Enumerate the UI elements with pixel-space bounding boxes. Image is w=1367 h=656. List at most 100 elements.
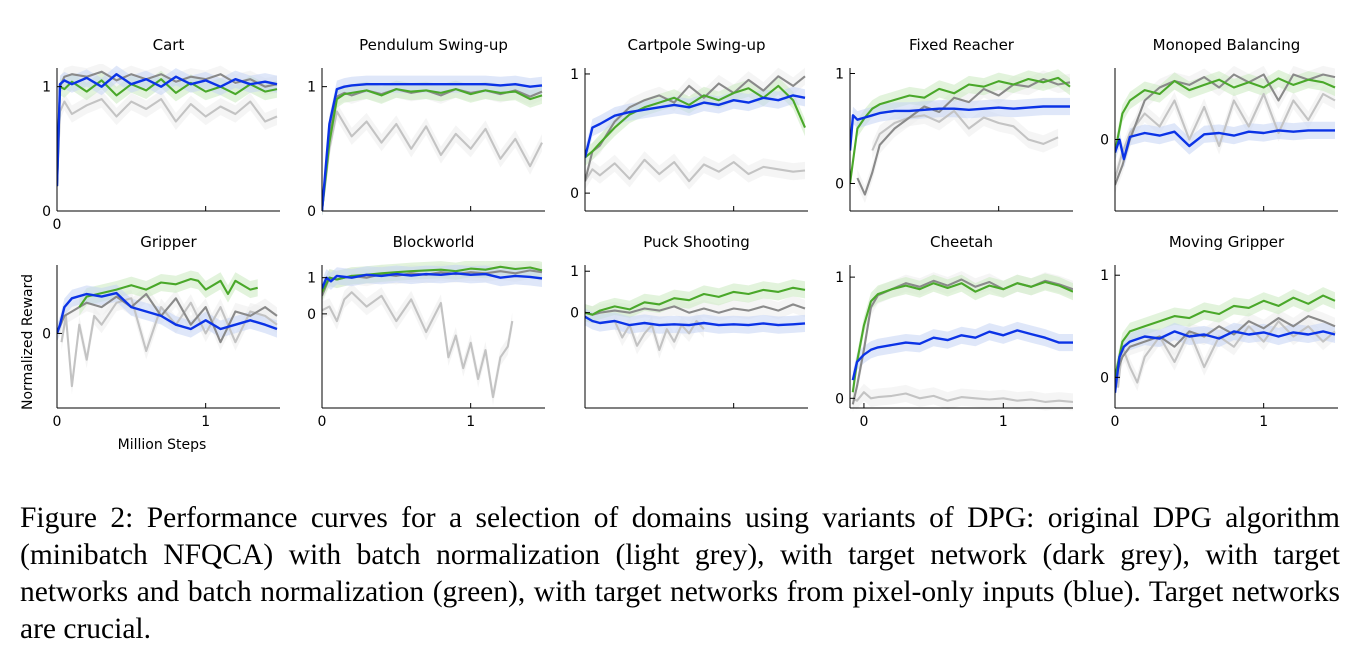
- series-line-dark-grey: [585, 75, 806, 182]
- band-light-grey: [61, 289, 277, 395]
- series-line-green: [850, 76, 1071, 184]
- series-line-blue: [585, 315, 806, 327]
- series-line-blue: [1115, 129, 1335, 161]
- charts-svg: Normalized Reward Million Steps Cart010P…: [20, 36, 1338, 453]
- y-tick-label: 1: [570, 264, 579, 280]
- y-tick-label: 1: [1100, 268, 1109, 284]
- band-dark-grey: [1115, 307, 1335, 386]
- band-blue: [850, 97, 1070, 160]
- chart-title: Gripper: [140, 233, 197, 251]
- x-tick-label: 0: [53, 217, 62, 233]
- y-tick-label: 1: [42, 80, 51, 96]
- chart-panel-10: Moving Gripper 0 1 0 1: [1100, 233, 1338, 430]
- y-tick-label: 0: [42, 326, 51, 342]
- chart-title: Cartpole Swing-up: [627, 36, 765, 54]
- chart-panel-8: Puck Shooting 0 1: [570, 233, 808, 409]
- series-line-dark-grey: [856, 77, 1071, 196]
- chart-title: Fixed Reacher: [909, 36, 1015, 54]
- y-tick-label: 0: [1100, 370, 1109, 386]
- chart-title: Pendulum Swing-up: [359, 36, 508, 54]
- series-line-green: [1115, 294, 1336, 378]
- x-tick-label: 1: [999, 414, 1008, 430]
- y-tick-label: 1: [570, 67, 579, 83]
- series-line-green: [1115, 77, 1336, 153]
- band-green: [79, 270, 258, 316]
- chart-title: Puck Shooting: [643, 233, 749, 251]
- band-blue: [1115, 322, 1335, 402]
- series-line-blue: [322, 82, 543, 212]
- band-blue: [585, 86, 805, 166]
- x-tick-label: 1: [466, 414, 475, 430]
- chart-panel-7: Blockworld 0 1 0 1: [307, 233, 545, 430]
- series-line-blue: [585, 94, 806, 158]
- series-line-dark-grey: [585, 303, 806, 316]
- series-line-green: [851, 280, 1073, 393]
- band-dark-grey: [585, 67, 805, 190]
- band-green: [1115, 69, 1335, 162]
- y-tick-label: 1: [307, 271, 316, 287]
- y-tick-label: 1: [835, 270, 844, 286]
- chart-title: Monoped Balancing: [1153, 36, 1301, 54]
- band-light-grey: [322, 102, 542, 215]
- series-line-blue: [1115, 330, 1336, 393]
- series-line-light-grey: [322, 291, 514, 399]
- figure-caption: Figure 2: Performance curves for a selec…: [20, 502, 1340, 645]
- series-line-blue: [850, 105, 1070, 151]
- band-blue: [57, 65, 277, 195]
- figure-grid: Normalized Reward Million Steps Cart 0 1 0 P…: [20, 36, 1338, 453]
- x-tick-label: 0: [1111, 414, 1120, 430]
- series-line-blue: [57, 291, 278, 334]
- x-tick-label: 1: [1259, 414, 1268, 430]
- band-green: [585, 279, 805, 324]
- y-tick-label: 0: [307, 307, 316, 323]
- chart-panel-4: Fixed Reacher 0 1: [835, 36, 1073, 212]
- y-tick-label: 0: [42, 204, 51, 220]
- y-tick-label: 1: [835, 67, 844, 83]
- chart-title: Blockworld: [393, 233, 475, 251]
- series-line-light-grey: [60, 297, 278, 388]
- chart-panel-2: Pendulum Swing-up 0 1: [307, 36, 545, 220]
- series-line-green: [78, 277, 258, 308]
- series-line-blue: [322, 272, 543, 289]
- y-tick-label: 0: [570, 306, 579, 322]
- series-line-light-grey: [57, 98, 278, 187]
- series-line-dark-grey: [1115, 315, 1336, 378]
- band-blue: [585, 308, 805, 334]
- x-tick-label: 0: [318, 414, 327, 430]
- chart-title: Cheetah: [930, 233, 993, 251]
- chart-title: Moving Gripper: [1169, 233, 1285, 251]
- series-line-dark-grey: [1115, 73, 1336, 186]
- y-tick-label: 0: [307, 204, 316, 220]
- chart-panel-6: Gripper 0 0 1: [42, 233, 280, 430]
- band-blue: [852, 321, 1073, 389]
- band-green: [850, 69, 1070, 193]
- chart-panel-9: Cheetah 0 1 0 1: [835, 233, 1073, 430]
- series-line-blue: [57, 72, 278, 187]
- y-tick-label: 0: [1100, 133, 1109, 149]
- band-light-grey: [585, 151, 805, 190]
- band-blue: [322, 75, 542, 215]
- band-green: [585, 77, 805, 166]
- band-light-grey: [57, 90, 277, 195]
- band-green: [852, 273, 1073, 401]
- chart-panel-3: Cartpole Swing-up 0 1: [570, 36, 808, 212]
- chart-title: Cart: [153, 36, 185, 54]
- y-tick-label: 0: [570, 186, 579, 202]
- x-tick-label: 0: [53, 414, 62, 430]
- y-tick-label: 1: [307, 80, 316, 96]
- x-axis-label: Million Steps: [118, 437, 207, 453]
- series-line-light-grey: [852, 391, 1073, 403]
- series-line-green: [585, 286, 806, 316]
- series-line-green: [322, 88, 543, 212]
- chart-panel-5: Monoped Balancing 0: [1100, 36, 1338, 212]
- series-line-light-grey: [871, 109, 1059, 151]
- series-line-dark-grey: [57, 70, 278, 187]
- series-line-light-grey: [1116, 320, 1336, 388]
- chart-panel-1: Cart 0 1 0: [42, 36, 280, 233]
- y-tick-label: 0: [835, 177, 844, 193]
- x-tick-label: 1: [201, 414, 210, 430]
- y-axis-label: Normalized Reward: [20, 274, 36, 410]
- series-line-light-grey: [322, 110, 543, 212]
- x-tick-label: 0: [859, 414, 868, 430]
- series-line-blue: [851, 329, 1073, 381]
